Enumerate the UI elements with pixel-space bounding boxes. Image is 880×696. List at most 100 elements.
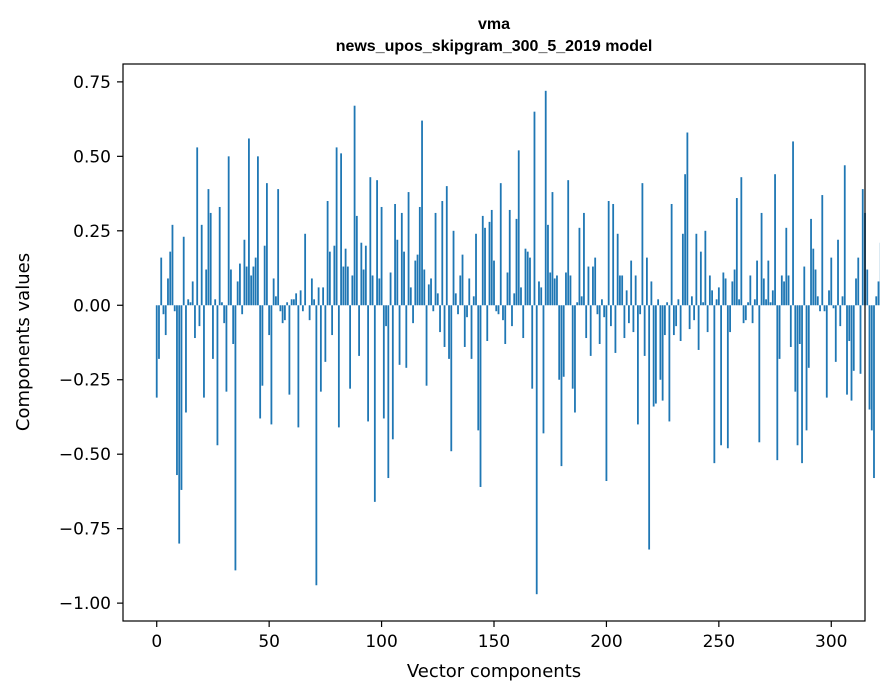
bar [592,266,594,306]
bar [162,305,165,315]
bar [185,305,187,413]
bar [479,305,482,487]
bar [158,305,160,359]
bar [535,305,538,595]
bar [585,305,588,339]
bar [825,305,828,398]
bar [450,305,453,452]
bar [252,266,255,306]
bar [416,254,419,306]
bar [322,287,325,306]
bar [493,260,495,306]
bar [720,305,722,446]
bar [178,305,181,544]
bar [805,305,808,431]
bar [619,275,621,306]
bar [551,192,554,306]
bar [511,305,513,327]
bar [774,174,776,306]
bar [180,305,183,490]
bar [641,183,644,306]
bar [486,305,489,342]
bar [650,281,653,306]
bar [832,305,835,309]
bar [740,177,743,306]
bar [520,287,522,306]
bar [169,251,172,306]
bar [283,305,286,321]
bar [333,245,336,306]
bar [630,260,633,306]
bar [214,299,217,306]
bar [729,305,731,333]
bar [562,305,565,377]
bar [445,186,448,306]
bar [663,305,666,336]
bar [789,305,792,347]
bar [677,299,680,306]
bar [526,251,529,306]
bar [396,239,399,306]
bar [515,218,518,306]
bar [839,305,842,327]
bar [760,212,763,306]
bar [335,147,338,306]
bar [326,201,329,306]
bar [457,305,459,315]
bar [315,305,318,586]
bar [409,287,412,306]
y-tick-label: 0.25 [73,222,111,242]
bar [434,212,437,306]
bar [171,224,174,306]
bar [569,275,572,306]
bar [387,305,390,479]
y-tick-label: 0.00 [73,296,111,316]
bar [223,305,226,324]
bar [400,212,403,306]
bar [776,305,779,461]
bar [733,269,736,306]
bar [722,272,725,306]
bar [794,305,797,392]
bar [292,299,295,306]
bar [717,287,720,306]
y-tick-label: −1.00 [59,594,111,614]
bar [762,278,765,306]
bar [823,305,826,312]
bar [468,278,471,306]
bar [628,305,630,324]
bar [495,305,498,312]
bar [277,189,280,306]
bar [394,203,396,306]
bar [331,305,334,336]
bar [801,305,803,464]
bar [310,278,313,306]
bar [263,245,266,306]
bar [538,281,540,306]
bar [668,305,671,422]
bar [304,233,307,306]
bar [524,248,527,306]
bar [414,260,417,306]
bar [412,305,414,324]
bar [497,305,500,315]
bar [443,305,446,347]
y-axis-ticks: −1.00 −0.75 −0.50 −0.25 0.00 0.25 0.50 0.75 [59,73,123,614]
bar [272,278,275,306]
bar [771,290,774,306]
bar [358,305,360,356]
bar [875,296,878,306]
bar [623,305,626,339]
chart-title-line-1: vma [478,16,510,33]
bar [236,281,239,306]
bar [502,305,504,321]
bar [652,305,655,407]
bar [239,263,241,306]
bar [378,278,381,306]
bar [576,302,579,306]
bar [816,296,819,306]
bar [522,305,525,339]
bar [659,305,662,380]
bar [248,138,250,306]
